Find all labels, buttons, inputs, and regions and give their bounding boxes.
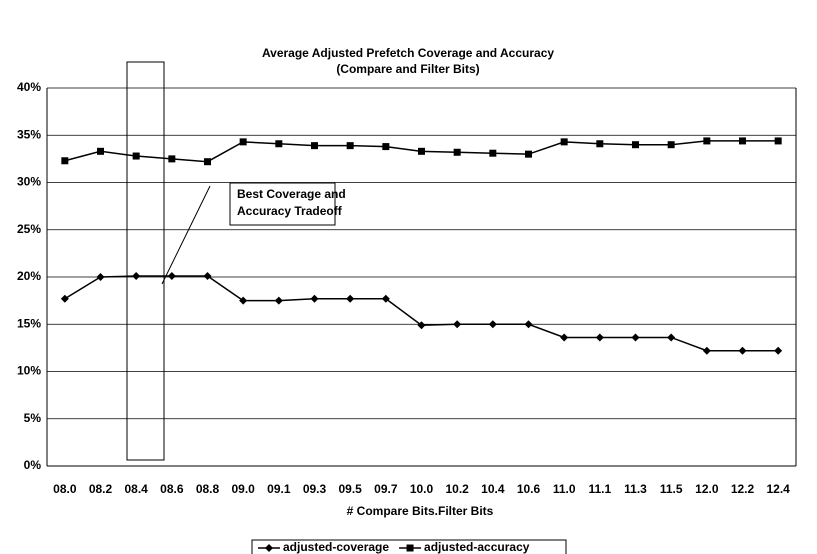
legend-marker [406, 544, 414, 552]
chart-title: Average Adjusted Prefetch Coverage and A… [262, 46, 554, 60]
point [631, 333, 640, 342]
x-tick-label: 08.6 [160, 482, 184, 496]
point [739, 137, 746, 145]
annotation-leader [161, 185, 211, 285]
x-tick-label: 10.0 [410, 482, 434, 496]
x-tick-label: 10.4 [481, 482, 505, 496]
point [311, 142, 318, 150]
point [96, 273, 105, 281]
annotation-box [229, 182, 336, 226]
x-tick-label: 11.0 [553, 482, 576, 496]
point [382, 143, 390, 151]
point [703, 137, 711, 145]
point [381, 294, 390, 303]
x-tick-label: 08.2 [89, 482, 113, 496]
point [132, 152, 140, 160]
x-tick-label: 09.3 [303, 482, 327, 496]
x-tick-label: 11.5 [660, 482, 683, 496]
x-tick-label: 10.2 [445, 482, 469, 496]
point [774, 346, 783, 355]
x-tick-label: 09.1 [267, 482, 291, 496]
y-tick-label: 0% [24, 458, 42, 472]
y-tick-label: 25% [17, 222, 41, 236]
point [60, 294, 69, 303]
highlight-box [126, 61, 165, 461]
legend-marker [265, 544, 273, 552]
point [239, 138, 247, 146]
x-tick-label: 12.2 [731, 482, 755, 496]
point [595, 333, 604, 342]
legend-label: adjusted-coverage [283, 540, 389, 554]
point [702, 346, 711, 355]
x-tick-label: 11.1 [588, 482, 611, 496]
x-tick-label: 09.7 [374, 482, 398, 496]
point [132, 272, 141, 281]
x-axis-label: # Compare Bits.Filter Bits [347, 504, 494, 518]
x-tick-label: 12.0 [695, 482, 719, 496]
y-tick-label: 35% [17, 127, 41, 141]
point [738, 346, 747, 355]
point [61, 157, 69, 165]
x-tick-label: 11.3 [624, 482, 647, 496]
y-tick-label: 20% [17, 269, 41, 283]
point [560, 138, 568, 146]
point [167, 272, 176, 281]
point [560, 333, 569, 342]
point [204, 158, 211, 166]
point [774, 137, 782, 145]
point [489, 149, 497, 157]
point [239, 296, 248, 305]
point [453, 148, 461, 156]
y-tick-label: 5% [24, 411, 42, 425]
point [418, 147, 425, 155]
point [346, 142, 354, 150]
y-tick-label: 10% [17, 364, 41, 378]
y-tick-label: 40% [17, 80, 41, 94]
point [168, 155, 176, 163]
x-tick-label: 08.0 [53, 482, 77, 496]
chart-subtitle: (Compare and Filter Bits) [336, 62, 479, 76]
x-tick-label: 09.0 [231, 482, 255, 496]
x-tick-label: 08.8 [196, 482, 220, 496]
point [346, 294, 355, 303]
point [488, 320, 497, 329]
point [667, 141, 675, 149]
point [97, 147, 104, 155]
point [596, 140, 604, 148]
point [632, 141, 639, 149]
point [667, 333, 676, 342]
point [274, 296, 283, 305]
x-tick-label: 08.4 [124, 482, 148, 496]
point [453, 320, 462, 329]
point [310, 294, 319, 303]
x-tick-label: 09.5 [338, 482, 362, 496]
legend-label: adjusted-accuracy [424, 540, 530, 554]
x-tick-label: 12.4 [766, 482, 790, 496]
y-tick-label: 30% [17, 175, 41, 189]
point [524, 320, 533, 329]
annotation: Accuracy Tradeoff [237, 204, 343, 218]
y-tick-label: 15% [17, 316, 41, 330]
annotation: Best Coverage and [237, 187, 346, 201]
point [203, 272, 212, 281]
point [525, 150, 532, 158]
point [417, 321, 426, 330]
point [275, 140, 283, 148]
x-tick-label: 10.6 [517, 482, 541, 496]
